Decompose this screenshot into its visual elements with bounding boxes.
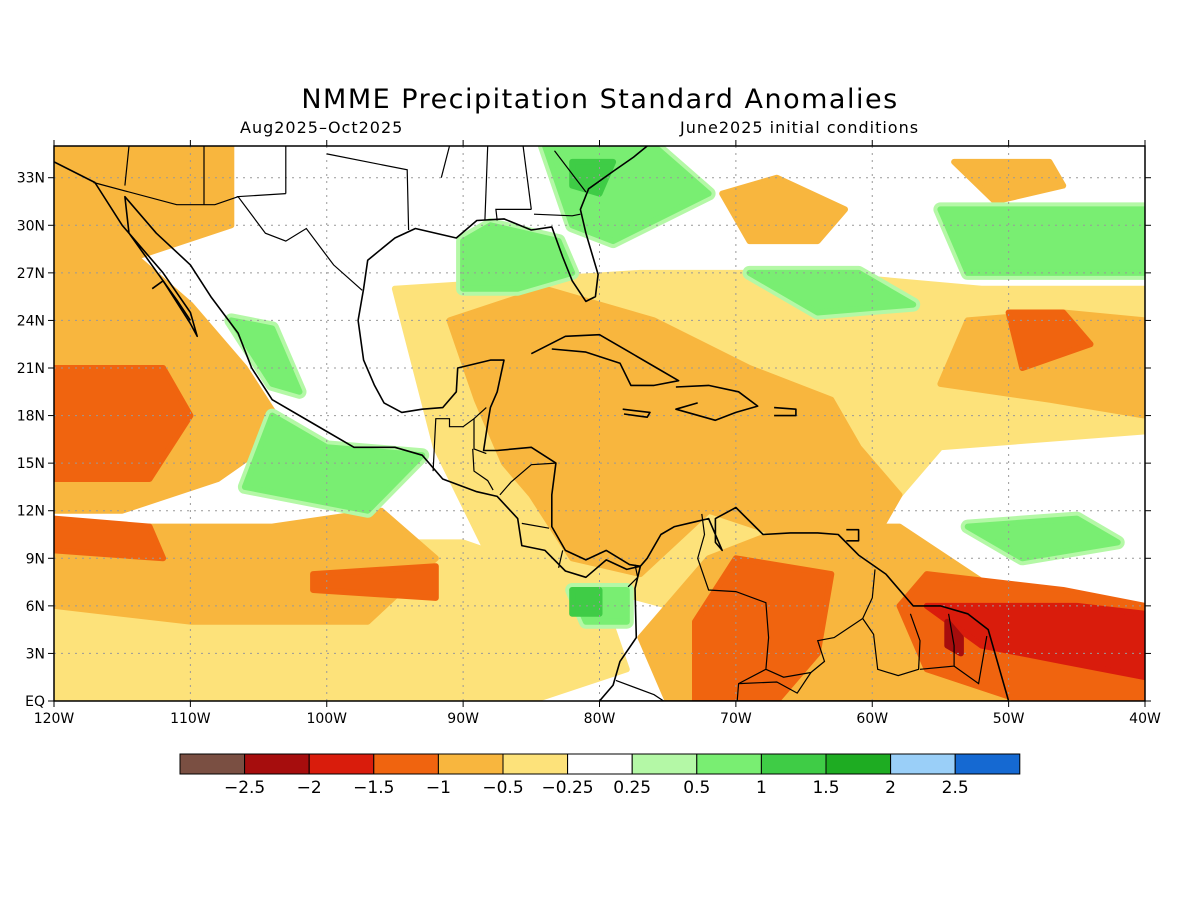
anomaly-region (944, 618, 964, 657)
colorbar-label: 2.5 (942, 778, 969, 798)
colorbar-label: 1 (756, 778, 767, 798)
political-borders (93, 146, 988, 701)
colorbar-label: −2 (297, 778, 322, 798)
colorbar-swatch (825, 753, 892, 775)
colorbar-label: 2 (885, 778, 896, 798)
border-line (440, 146, 451, 178)
coastline-baja-california-sur (151, 279, 192, 321)
border-line (615, 679, 664, 701)
lat-label: 24N (17, 313, 45, 329)
colorbar-swatch (696, 753, 762, 775)
initial-conditions: June2025 initial conditions (680, 118, 920, 137)
lat-label: 15N (17, 456, 45, 472)
border-line (472, 448, 494, 491)
colorbar: −2.5 −2 −1.5 −1 −0.5 −0.25 0.25 0.5 1 1.5 2 2.5 (179, 753, 1021, 798)
map-title: NMME Precipitation Standard Anomalies (301, 84, 899, 115)
colorbar-swatch (760, 753, 827, 775)
colorbar-label: −0.25 (542, 778, 594, 798)
border-line (521, 522, 550, 529)
colorbar-swatch (890, 753, 956, 775)
anomaly-region (54, 515, 167, 562)
coastline-puerto-rico (774, 406, 797, 417)
anomaly-region (1005, 309, 1094, 371)
anomaly-region (228, 317, 303, 395)
colorbar-swatch (437, 753, 504, 775)
colorbar-swatch (954, 753, 1021, 775)
lat-label: 9N (26, 551, 45, 567)
colorbar-label: 0.25 (613, 778, 651, 798)
lat-label: 21N (17, 361, 45, 377)
border-line (93, 181, 363, 291)
border-line (533, 213, 581, 217)
colorbar-label: 0.5 (683, 778, 710, 798)
colorbar-swatch (502, 753, 569, 775)
border-line (919, 613, 955, 670)
colorbar-label: −1.5 (353, 778, 394, 798)
colorbar-swatch (373, 753, 439, 775)
coastline-trinidad (846, 528, 860, 542)
colorbar-swatch (244, 753, 310, 775)
lat-label: 12N (17, 504, 45, 520)
lon-label: 90W (447, 711, 479, 727)
lon-label: 70W (720, 711, 752, 727)
colorbar-swatch (631, 753, 698, 775)
border-line (627, 564, 639, 588)
lat-label: 30N (17, 218, 45, 234)
anomaly-fields (54, 146, 1145, 701)
forecast-period: Aug2025–Oct2025 (240, 118, 404, 137)
coastline-hispaniola (675, 384, 759, 422)
grid-lines (54, 146, 1145, 701)
border-line (765, 569, 876, 678)
colorbar-label: 1.5 (812, 778, 839, 798)
lat-label: 18N (17, 409, 45, 425)
anomaly-region (54, 365, 194, 482)
border-line (953, 635, 988, 685)
colorbar-swatch (308, 753, 375, 775)
coastlines (54, 146, 1010, 701)
border-line (738, 672, 812, 694)
border-line (862, 613, 921, 677)
anomaly-region (692, 555, 835, 701)
lat-label: EQ (25, 694, 45, 710)
lon-label: 40W (1129, 711, 1161, 727)
border-line (522, 146, 532, 210)
lat-label: 27N (17, 266, 45, 282)
lon-label: 120W (34, 711, 75, 727)
colorbar-swatch (179, 753, 246, 775)
lat-label: 33N (17, 171, 45, 187)
coastline-jamaica (622, 408, 651, 419)
lon-label: 110W (170, 711, 211, 727)
border-line (495, 208, 532, 221)
border-line (124, 146, 130, 186)
coastline-cuba (530, 333, 680, 387)
colorbar-label: −0.5 (482, 778, 523, 798)
anomaly-region (569, 587, 603, 617)
colorbar-label: −2.5 (224, 778, 265, 798)
border-line (236, 193, 286, 198)
lat-label: 3N (26, 646, 45, 662)
anomaly-region (746, 269, 917, 316)
colorbar-label: −1 (426, 778, 451, 798)
border-line (326, 153, 410, 231)
colorbar-swatch (567, 753, 633, 775)
lon-label: 80W (584, 711, 616, 727)
anomaly-region (241, 412, 426, 514)
border-line (473, 418, 487, 455)
border-line (554, 150, 587, 193)
lat-label: 6N (26, 599, 45, 615)
border-line (484, 146, 489, 221)
anomaly-region (310, 563, 439, 601)
lon-label: 100W (306, 711, 347, 727)
lon-label: 50W (993, 711, 1025, 727)
border-line (558, 550, 564, 568)
lon-label: 60W (856, 711, 888, 727)
anomaly-region (719, 174, 848, 245)
border-line (499, 462, 556, 496)
border-line (697, 513, 770, 701)
anomaly-region (937, 206, 1145, 276)
anomaly-region (964, 515, 1121, 562)
coastline-north-america-mexico-central-america (54, 146, 1010, 701)
